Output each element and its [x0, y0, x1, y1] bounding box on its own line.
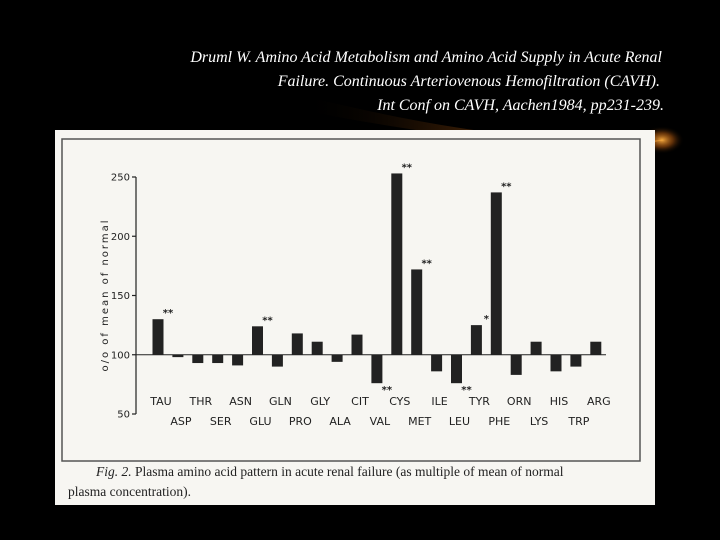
bar	[172, 354, 184, 358]
bar	[371, 354, 383, 384]
bar	[411, 269, 423, 355]
x-tick-label: SER	[210, 415, 232, 428]
x-tick-label: ASN	[229, 395, 252, 408]
x-tick-label: ORN	[507, 395, 532, 408]
bar	[451, 354, 462, 384]
bar	[530, 341, 542, 355]
x-tick-label: PRO	[289, 415, 312, 428]
significance-mark: **	[382, 385, 393, 396]
y-tick-label: 100	[111, 350, 130, 361]
x-tick-label: CIT	[351, 395, 369, 408]
caption: plasma concentration).	[68, 484, 191, 499]
plot: 50 100 150 200 250 TAU ** ASP THR SER ASN GLU ** GLN P…	[111, 162, 611, 428]
bar	[351, 334, 363, 355]
x-tick-label: ALA	[329, 415, 351, 428]
caption-fig: Fig. 2.	[95, 464, 132, 479]
bar	[331, 354, 343, 362]
y-tick-label: 150	[111, 291, 130, 302]
bar	[570, 354, 582, 367]
bar	[212, 354, 224, 364]
bar	[431, 354, 443, 372]
y-axis-label: o/o of mean of normal	[100, 219, 111, 372]
caption-text: Plasma amino acid pattern in acute renal…	[135, 464, 564, 479]
source-line: Int Conf on CAVH, Aachen1984, pp231-239.	[376, 97, 664, 114]
bar	[152, 319, 164, 355]
significance-mark: **	[163, 308, 174, 319]
figure-panel	[55, 130, 655, 505]
bar	[291, 333, 303, 355]
x-tick-label: VAL	[370, 415, 391, 428]
x-tick-label: GLU	[249, 415, 271, 428]
bar	[311, 341, 323, 355]
x-tick-label: CYS	[389, 395, 410, 408]
x-tick-label: GLN	[269, 395, 292, 408]
x-tick-label: GLY	[310, 395, 330, 408]
x-tick-label: ILE	[431, 395, 447, 408]
x-tick-label: MET	[408, 415, 431, 428]
x-tick-label: THR	[188, 395, 212, 408]
y-tick-label: 200	[111, 232, 130, 243]
bar	[252, 326, 263, 355]
bar	[232, 354, 244, 366]
x-tick-label: ARG	[587, 395, 611, 408]
figure-frame	[61, 138, 641, 462]
caption: Fig. 2. Plasma amino acid pattern in acu…	[95, 464, 564, 479]
y-tick-label: 50	[117, 410, 130, 421]
significance-mark: *	[484, 314, 490, 325]
source-line: Failure. Continuous Arteriovenous Hemofi…	[277, 73, 660, 90]
bar	[391, 173, 403, 355]
x-tick-label: HIS	[550, 395, 569, 408]
bar	[590, 341, 602, 355]
significance-mark: **	[461, 385, 472, 396]
bar	[490, 192, 502, 355]
x-tick-label: TYR	[468, 395, 490, 408]
y-tick-label: 250	[111, 173, 130, 184]
x-tick-label: TRP	[567, 415, 589, 428]
significance-mark: **	[501, 181, 512, 192]
source-line: Druml W. Amino Acid Metabolism and Amino…	[189, 49, 662, 66]
significance-mark: **	[402, 162, 413, 173]
x-tick-label: LYS	[530, 415, 548, 428]
bar	[550, 354, 562, 372]
bar	[271, 354, 283, 367]
significance-mark: **	[262, 315, 273, 326]
x-tick-label: PHE	[488, 415, 510, 428]
x-tick-label: TAU	[149, 395, 171, 408]
bar	[192, 354, 204, 364]
x-tick-label: LEU	[449, 415, 470, 428]
bar	[470, 325, 482, 355]
x-tick-label: ASP	[170, 415, 192, 428]
bar	[510, 354, 522, 375]
significance-mark: **	[421, 258, 432, 269]
